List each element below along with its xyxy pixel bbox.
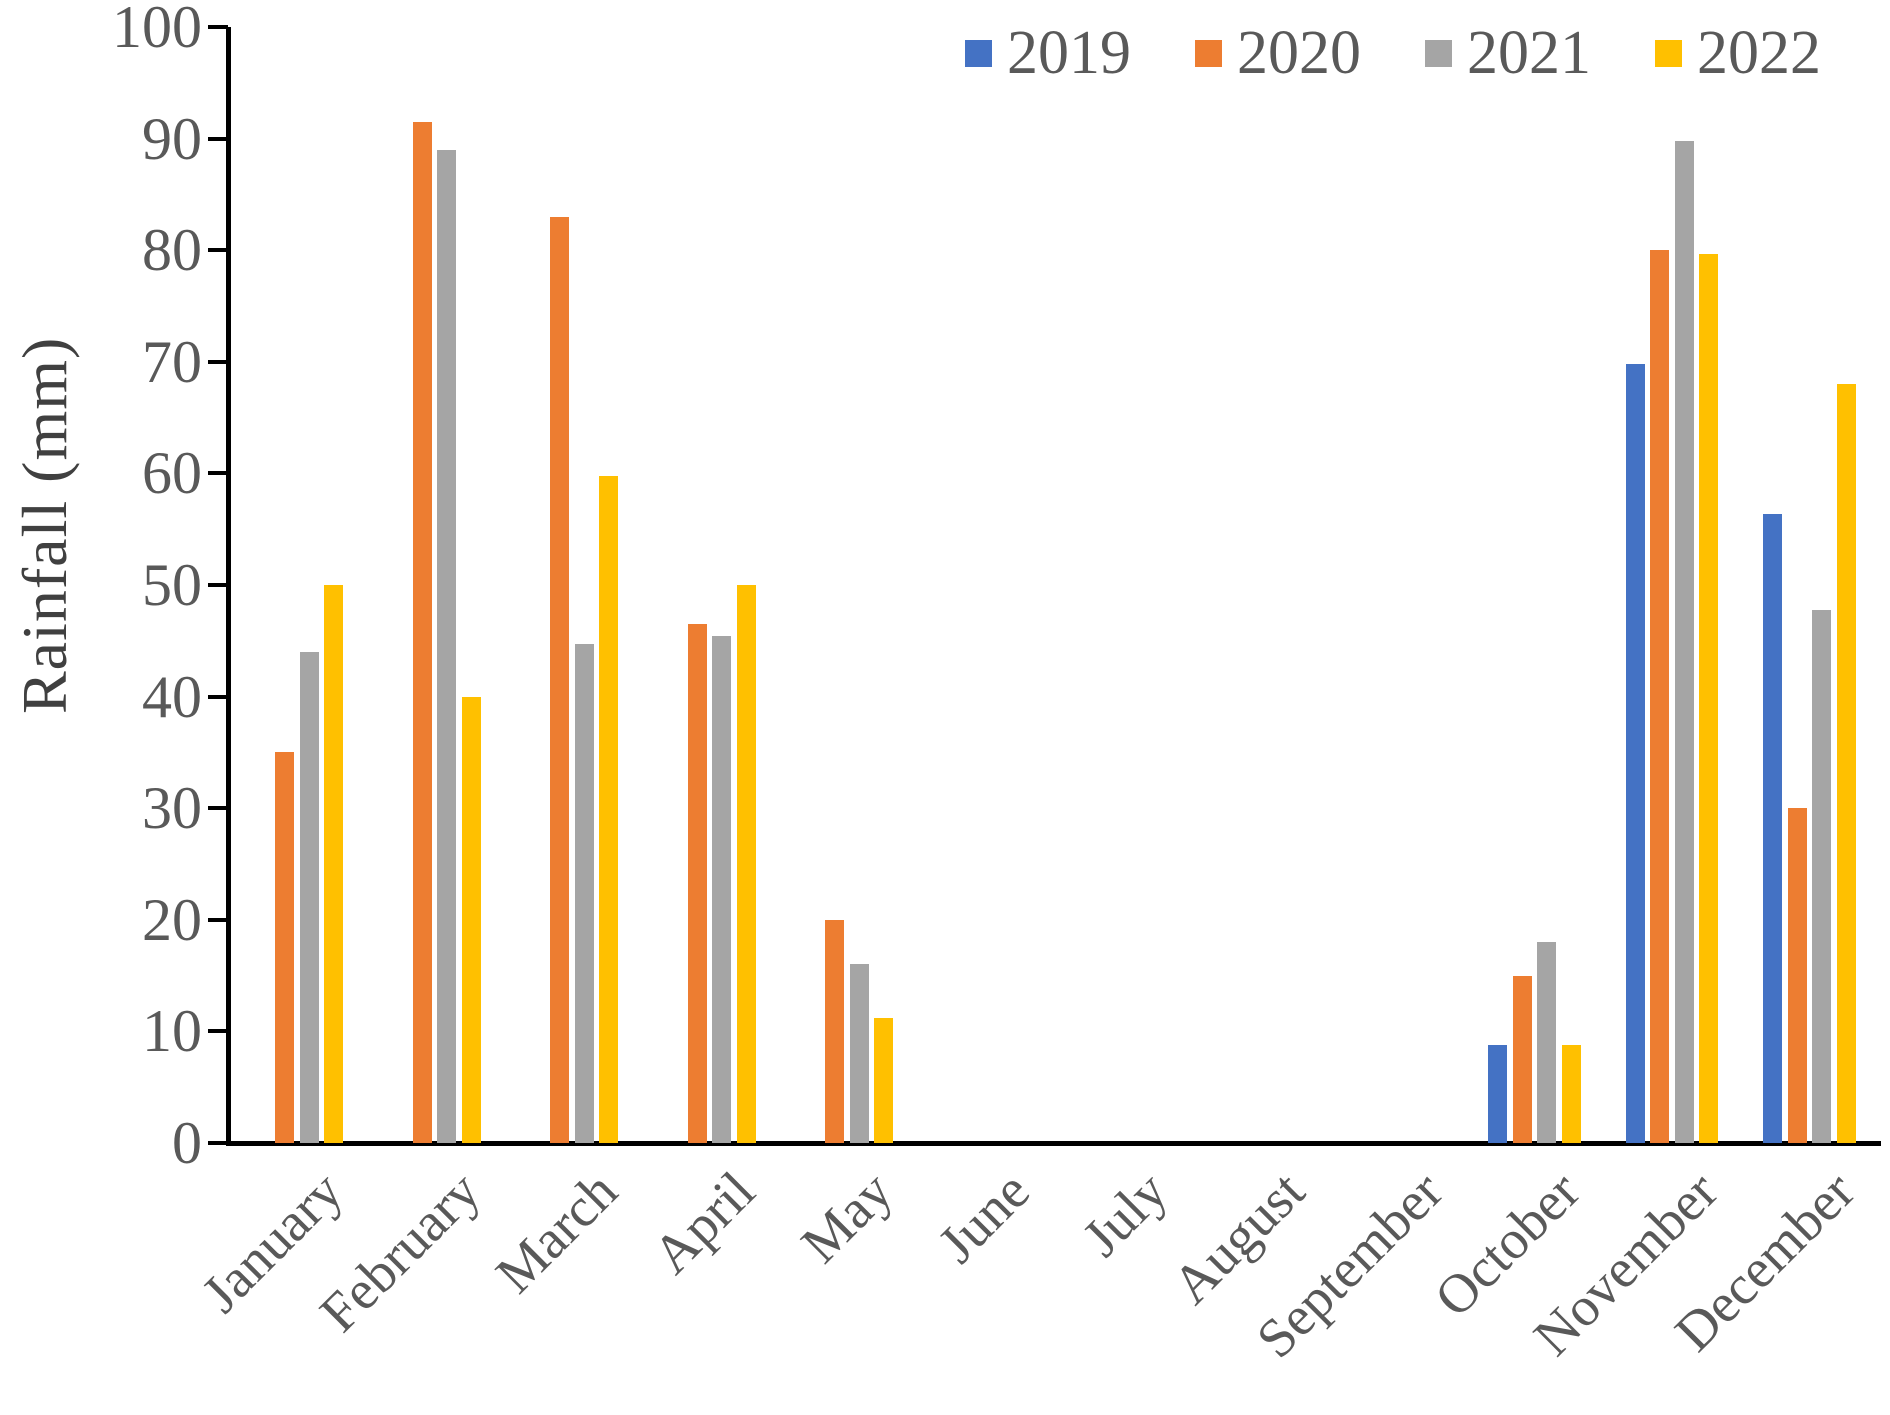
bar-2019-December [1763,513,1782,1143]
legend-item-2020: 2020 [1195,22,1361,84]
legend-label-2019: 2019 [1007,19,1131,87]
x-label-June: June [926,1159,1042,1275]
bar-2022-January [324,585,343,1143]
y-tick-label-0: 0 [172,1110,202,1176]
bar-2022-February [461,696,481,1143]
bar-2019-November [1625,364,1645,1143]
bar-2020-May [825,919,844,1143]
bar-2020-March [550,216,569,1143]
y-tick-mark-60 [208,471,228,476]
bar-2020-October [1512,975,1532,1143]
bar-2020-February [412,121,432,1143]
legend: 2019 2020 2021 2022 [965,22,1821,84]
x-label-May: May [789,1159,904,1275]
y-tick-mark-100 [208,25,228,29]
y-tick-label-10: 10 [142,998,202,1065]
x-label-July: July [1070,1159,1179,1268]
y-tick-mark-30 [208,806,228,811]
y-tick-mark-10 [208,1029,228,1034]
bar-2022-November [1699,253,1718,1143]
legend-item-2021: 2021 [1425,22,1591,84]
y-axis-line [226,27,231,1146]
bar-2020-December [1787,808,1807,1143]
legend-label-2022: 2022 [1697,19,1821,87]
bar-2022-May [874,1018,893,1143]
bar-2022-October [1561,1044,1581,1143]
bar-2020-November [1650,250,1669,1143]
legend-item-2019: 2019 [965,22,1131,84]
y-tick-label-80: 80 [142,217,202,284]
y-tick-mark-70 [208,359,228,364]
bar-2021-December [1812,609,1831,1143]
x-axis-line [226,1141,1881,1146]
y-tick-label-20: 20 [142,886,202,953]
bar-2020-April [687,624,707,1143]
bar-2021-April [712,636,731,1143]
bar-2021-February [437,149,456,1143]
y-tick-label-40: 40 [142,663,202,730]
y-tick-mark-50 [208,583,228,587]
bar-2022-April [736,585,756,1143]
bar-2019-October [1488,1044,1507,1143]
bar-2021-March [574,644,594,1143]
legend-swatch-2020 [1195,39,1222,67]
legend-swatch-2022 [1655,39,1682,67]
bar-2021-November [1674,140,1694,1143]
bar-2020-January [275,752,294,1143]
x-label-March: March [484,1159,629,1305]
bar-2022-December [1836,384,1856,1143]
y-axis-title: Rainfall (mm) [9,336,80,714]
bar-2022-March [599,475,618,1143]
bar-2021-January [299,651,319,1143]
y-tick-mark-0 [208,1141,228,1145]
legend-label-2021: 2021 [1467,19,1591,87]
legend-swatch-2021 [1425,39,1452,67]
y-tick-label-70: 70 [142,328,202,395]
y-tick-label-30: 30 [142,775,202,842]
y-tick-label-60: 60 [142,440,202,507]
y-tick-mark-40 [208,694,228,699]
x-label-April: April [641,1159,767,1286]
y-tick-mark-80 [208,248,228,253]
legend-label-2020: 2020 [1237,19,1361,87]
y-tick-mark-20 [208,917,228,922]
y-tick-label-50: 50 [142,552,202,618]
bar-2021-May [849,964,869,1143]
bar-2021-October [1537,942,1556,1143]
legend-swatch-2019 [965,39,992,67]
y-tick-label-100: 100 [112,0,202,60]
y-tick-mark-90 [208,136,228,141]
legend-item-2022: 2022 [1655,22,1821,84]
y-tick-label-90: 90 [142,105,202,172]
